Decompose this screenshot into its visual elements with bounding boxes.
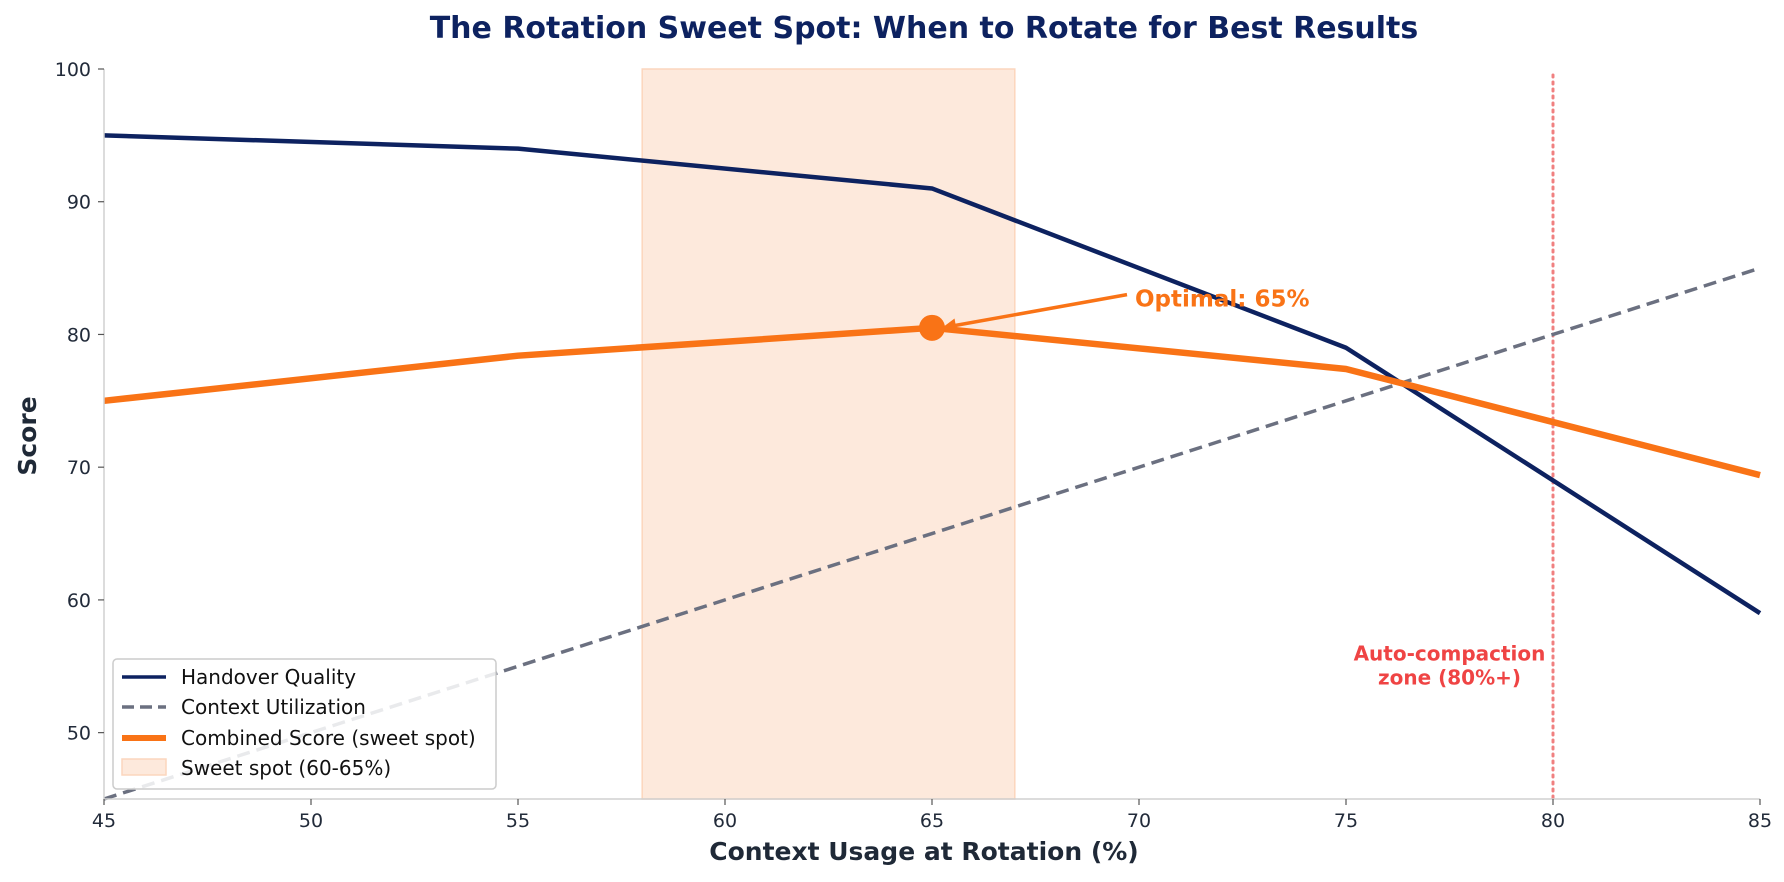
legend-label-handover: Handover Quality — [181, 665, 356, 689]
x-tick-label: 85 — [1748, 810, 1772, 832]
x-tick-label: 50 — [299, 810, 323, 832]
chart-title: The Rotation Sweet Spot: When to Rotate … — [430, 11, 1419, 46]
optimal-point-marker — [919, 314, 945, 341]
auto-compaction-label-line2: zone (80%+) — [1378, 665, 1521, 689]
legend-label-combined: Combined Score (sweet spot) — [181, 726, 476, 750]
auto-compaction-label-line1: Auto-compaction — [1354, 641, 1546, 665]
legend: Handover Quality Context Utilization Com… — [112, 658, 497, 790]
sweet-spot-band — [641, 68, 1016, 800]
y-tick-label: 90 — [67, 192, 91, 214]
optimal-arrow-head — [942, 318, 958, 333]
legend-swatch-band — [121, 758, 167, 776]
legend-box — [112, 658, 497, 790]
sweet-spot-band-layer — [641, 68, 1016, 800]
optimal-label: Optimal: 65% — [1135, 287, 1310, 313]
x-tick-label: 75 — [1334, 810, 1358, 832]
legend-label-utilization: Context Utilization — [181, 695, 366, 719]
y-axis-title: Score — [13, 396, 42, 475]
y-tick-label: 100 — [55, 59, 91, 81]
x-axis-title: Context Usage at Rotation (%) — [709, 837, 1138, 866]
y-tick-label: 80 — [67, 324, 91, 346]
x-tick-label: 65 — [920, 810, 944, 832]
optimal-arrow-line — [945, 292, 1128, 329]
series-line-handover-quality — [103, 133, 1762, 616]
x-tick-label: 45 — [92, 810, 116, 832]
y-tick-label: 50 — [67, 723, 91, 745]
x-tick-label: 60 — [713, 810, 737, 832]
x-tick-label: 80 — [1541, 810, 1565, 832]
y-tick-label: 70 — [67, 457, 91, 479]
x-tick-label: 55 — [506, 810, 530, 832]
legend-label-band: Sweet spot (60-65%) — [181, 756, 391, 780]
y-tick-label: 60 — [67, 590, 91, 612]
x-tick-label: 70 — [1127, 810, 1151, 832]
axes: 45 50 55 60 65 70 75 80 85 50 60 70 80 90 100 — [55, 59, 1772, 832]
